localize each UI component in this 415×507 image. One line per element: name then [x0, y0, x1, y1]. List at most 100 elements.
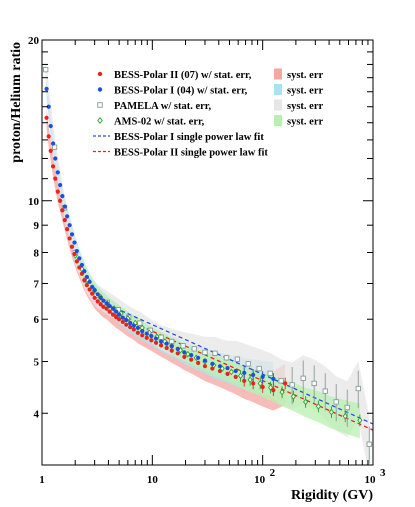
data-point	[225, 371, 230, 376]
data-point	[185, 350, 191, 358]
x-tick-label: 10	[365, 474, 377, 486]
y-tick-label: 7	[34, 278, 40, 290]
data-point	[135, 325, 141, 330]
data-point	[202, 364, 208, 369]
data-point	[69, 232, 75, 237]
syst-band-3	[75, 248, 360, 439]
data-point	[67, 223, 72, 228]
data-point	[107, 309, 112, 314]
data-point	[131, 327, 136, 332]
data-point	[124, 317, 129, 323]
data-point	[267, 370, 273, 377]
data-point	[233, 374, 238, 379]
fit-line-0	[108, 304, 373, 425]
data-point	[366, 441, 372, 447]
data-point	[65, 214, 70, 219]
data-point	[43, 66, 49, 73]
data-point	[104, 306, 109, 311]
data-point	[268, 384, 274, 391]
data-point	[260, 374, 265, 379]
data-point	[225, 365, 230, 371]
data-point	[333, 399, 339, 405]
data-point	[60, 208, 65, 213]
data-point	[82, 278, 87, 283]
data-point	[357, 416, 363, 424]
data-point	[247, 376, 253, 384]
data-point	[128, 321, 133, 326]
y-axis-title: proton/Helium ratio	[9, 42, 24, 163]
data-point	[158, 343, 164, 348]
data-point	[289, 382, 295, 388]
data-point	[98, 302, 103, 307]
legend-syst-swatch	[274, 115, 282, 126]
legend-syst-label: syst. err	[287, 70, 323, 81]
data-point	[175, 351, 180, 356]
fit-line-1	[108, 311, 373, 431]
data-point	[51, 144, 58, 150]
data-point	[196, 355, 201, 360]
x-tick-label-exponent: 3	[380, 467, 386, 479]
data-point	[202, 349, 208, 356]
data-point	[256, 365, 262, 372]
data-point	[144, 331, 149, 336]
data-point	[257, 380, 263, 387]
legend-label: AMS-02 w/ stat. err,	[114, 117, 205, 128]
data-point	[46, 134, 51, 139]
legend-syst-label: syst. err	[287, 86, 323, 97]
data-point	[137, 320, 143, 326]
data-point	[245, 361, 251, 367]
y-axis-ticks: 4 5 6 7 8 9 10 20	[28, 35, 373, 420]
x-tick-label: 1	[39, 474, 45, 486]
data-point	[278, 378, 284, 384]
data-point	[131, 323, 136, 328]
legend-marker	[97, 116, 103, 125]
data-point	[120, 319, 125, 325]
data-point	[217, 364, 223, 369]
data-point	[90, 284, 95, 289]
data-point	[233, 368, 238, 374]
data-point	[242, 378, 247, 383]
data-point	[50, 141, 56, 146]
data-point	[48, 123, 53, 129]
data-point	[95, 292, 100, 297]
data-point	[149, 333, 154, 339]
data-point	[55, 189, 60, 194]
data-point	[355, 385, 361, 392]
data-point	[279, 388, 285, 396]
data-point	[87, 279, 92, 284]
data-point	[55, 170, 60, 175]
data-point	[60, 194, 65, 199]
data-point	[82, 269, 87, 274]
data-points	[43, 66, 372, 464]
data-point	[135, 330, 141, 335]
data-point	[58, 198, 63, 203]
data-point	[175, 346, 180, 351]
data-point	[158, 339, 164, 344]
legend-label: BESS-Polar II (07) w/ stat. err,	[114, 70, 252, 81]
y-tick-label: 6	[34, 314, 40, 326]
syst-band-2	[45, 58, 370, 465]
data-point	[50, 164, 56, 169]
data-point	[84, 274, 89, 280]
legend-syst-swatch	[274, 68, 282, 80]
data-point	[53, 176, 58, 181]
data-point	[290, 393, 296, 400]
data-point	[315, 403, 321, 410]
data-point	[303, 398, 309, 406]
y-tick-label: 5	[34, 357, 40, 369]
legend-syst-swatch	[274, 99, 282, 111]
y-tick-label: 20	[28, 35, 40, 47]
data-point	[104, 301, 109, 306]
data-point	[46, 104, 51, 109]
data-point	[344, 404, 350, 411]
data-point	[191, 346, 197, 352]
data-point	[92, 288, 97, 293]
data-point	[117, 317, 122, 322]
legend-syst-label: syst. err	[287, 101, 323, 112]
data-point	[202, 358, 208, 363]
data-point	[114, 309, 119, 314]
data-point	[95, 299, 100, 304]
data-point	[146, 329, 152, 337]
data-point	[124, 322, 129, 327]
y-tick-label: 8	[34, 248, 40, 260]
